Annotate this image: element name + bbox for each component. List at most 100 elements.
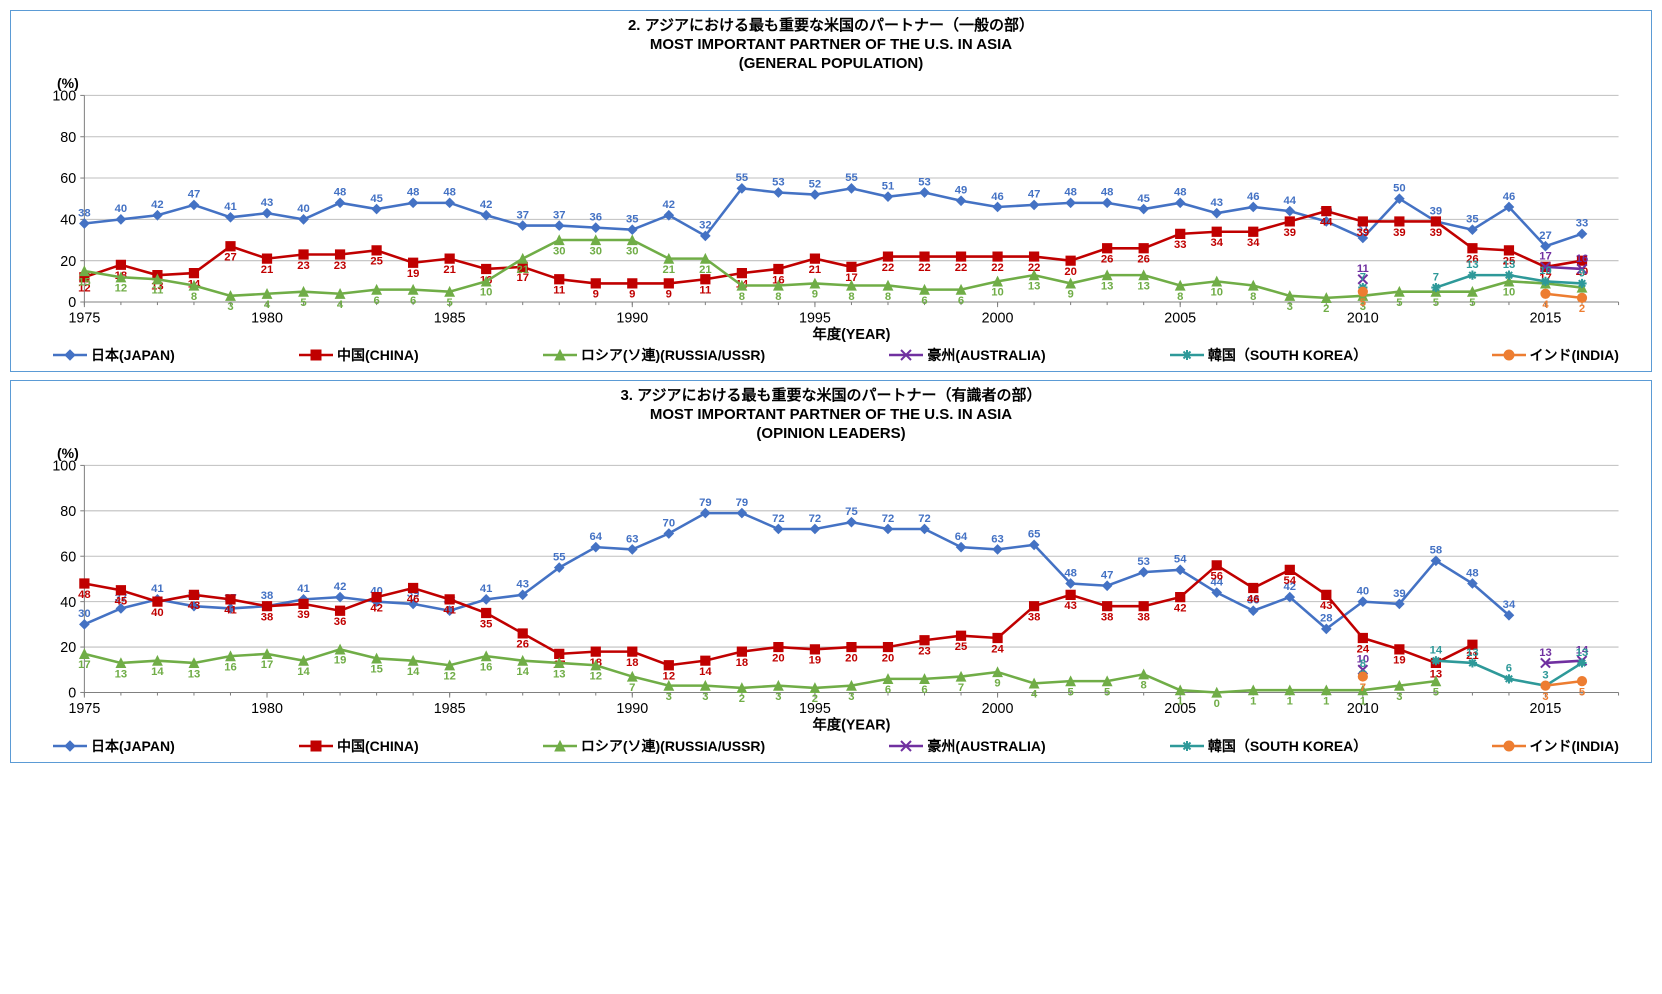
svg-text:37: 37 — [516, 210, 529, 222]
svg-text:1980: 1980 — [251, 701, 283, 717]
legend-label: 豪州(AUSTRALIA) — [927, 345, 1045, 365]
svg-text:39: 39 — [1284, 227, 1297, 239]
svg-text:13: 13 — [1101, 281, 1114, 293]
svg-text:19: 19 — [1393, 655, 1406, 667]
series-line — [1545, 294, 1582, 298]
svg-text:6: 6 — [410, 295, 416, 307]
svg-text:25: 25 — [370, 256, 383, 268]
svg-text:46: 46 — [407, 594, 420, 606]
svg-text:6: 6 — [958, 295, 964, 307]
svg-text:22: 22 — [918, 262, 931, 274]
y-axis-label: (%) — [57, 75, 79, 91]
svg-text:3: 3 — [666, 691, 672, 703]
svg-text:49: 49 — [955, 185, 968, 197]
svg-text:3: 3 — [702, 691, 708, 703]
svg-text:37: 37 — [553, 210, 566, 222]
svg-text:7: 7 — [1433, 272, 1439, 284]
chart-panel: 3. アジアにおける最も重要な米国のパートナー（有識者の部）MOST IMPOR… — [10, 380, 1652, 763]
series-line — [1545, 661, 1582, 663]
svg-text:47: 47 — [1101, 570, 1114, 582]
legend-item: インド(INDIA) — [1492, 345, 1619, 365]
svg-text:7: 7 — [629, 682, 635, 694]
svg-text:39: 39 — [1430, 227, 1443, 239]
legend-item: 豪州(AUSTRALIA) — [889, 736, 1045, 756]
svg-text:4: 4 — [264, 299, 271, 311]
svg-text:1985: 1985 — [434, 701, 466, 717]
svg-text:79: 79 — [736, 497, 749, 509]
svg-text:36: 36 — [590, 212, 603, 224]
svg-text:16: 16 — [224, 662, 237, 674]
svg-text:46: 46 — [1503, 191, 1516, 203]
legend-label: 日本(JAPAN) — [91, 736, 175, 756]
svg-text:40: 40 — [60, 595, 76, 611]
svg-text:23: 23 — [297, 260, 310, 272]
svg-text:38: 38 — [1028, 612, 1041, 624]
svg-text:14: 14 — [407, 666, 420, 678]
svg-text:15: 15 — [78, 277, 91, 289]
svg-text:8: 8 — [885, 291, 891, 303]
svg-text:9: 9 — [812, 289, 818, 301]
svg-text:72: 72 — [772, 513, 785, 525]
svg-text:24: 24 — [991, 644, 1004, 656]
chart-title: 3. アジアにおける最も重要な米国のパートナー（有識者の部）MOST IMPOR… — [23, 387, 1639, 443]
svg-text:0: 0 — [68, 686, 76, 702]
svg-text:60: 60 — [60, 550, 76, 566]
svg-text:2000: 2000 — [982, 701, 1014, 717]
svg-text:63: 63 — [626, 534, 639, 546]
svg-text:80: 80 — [60, 504, 76, 520]
svg-text:8: 8 — [1141, 680, 1147, 692]
legend-label: ロシア(ソ連)(RUSSIA/USSR) — [581, 345, 765, 365]
svg-text:48: 48 — [1466, 568, 1479, 580]
svg-text:38: 38 — [261, 612, 274, 624]
legend-item: ロシア(ソ連)(RUSSIA/USSR) — [543, 345, 765, 365]
svg-text:46: 46 — [1247, 191, 1260, 203]
svg-text:40: 40 — [1357, 586, 1370, 598]
legend-item: ロシア(ソ連)(RUSSIA/USSR) — [543, 736, 765, 756]
svg-text:36: 36 — [334, 616, 347, 628]
svg-text:9: 9 — [593, 289, 599, 301]
svg-text:4: 4 — [1031, 689, 1038, 701]
legend-item: インド(INDIA) — [1492, 736, 1619, 756]
svg-text:43: 43 — [1320, 601, 1333, 613]
svg-text:63: 63 — [991, 534, 1004, 546]
svg-text:53: 53 — [918, 177, 931, 189]
svg-text:5: 5 — [1433, 297, 1439, 309]
svg-text:6: 6 — [885, 685, 891, 697]
svg-text:48: 48 — [443, 187, 456, 199]
chart-title-line: 2. アジアにおける最も重要な米国のパートナー（一般の部） — [23, 17, 1639, 36]
chart-legend: 日本(JAPAN)中国(CHINA)ロシア(ソ連)(RUSSIA/USSR)豪州… — [23, 343, 1639, 369]
svg-text:72: 72 — [809, 513, 822, 525]
svg-text:2: 2 — [1579, 303, 1585, 315]
svg-text:10: 10 — [1210, 287, 1223, 299]
svg-text:8: 8 — [1177, 291, 1183, 303]
svg-text:50: 50 — [1393, 183, 1406, 195]
svg-text:38: 38 — [1101, 612, 1114, 624]
svg-text:65: 65 — [1028, 529, 1041, 541]
svg-text:23: 23 — [918, 646, 931, 658]
svg-text:42: 42 — [370, 603, 383, 615]
svg-text:8: 8 — [191, 291, 197, 303]
svg-text:3: 3 — [1396, 691, 1402, 703]
legend-item: 中国(CHINA) — [299, 736, 419, 756]
svg-text:34: 34 — [1503, 600, 1516, 612]
svg-text:18: 18 — [626, 657, 639, 669]
svg-text:41: 41 — [443, 605, 456, 617]
svg-text:18: 18 — [736, 657, 749, 669]
svg-text:51: 51 — [882, 181, 895, 193]
svg-text:58: 58 — [1430, 545, 1443, 557]
chart-title-line: 3. アジアにおける最も重要な米国のパートナー（有識者の部） — [23, 387, 1639, 406]
chart-legend: 日本(JAPAN) 中国(CHINA) ロシア(ソ連)(RUSSIA/USSR) 豪州… — [23, 734, 1639, 760]
legend-label: インド(INDIA) — [1530, 736, 1619, 756]
svg-text:1975: 1975 — [68, 311, 100, 327]
svg-text:25: 25 — [955, 641, 968, 653]
svg-text:72: 72 — [882, 513, 895, 525]
svg-text:40: 40 — [60, 213, 76, 229]
svg-text:2: 2 — [1323, 303, 1329, 315]
legend-item: 韓国（SOUTH KOREA） — [1170, 736, 1367, 756]
svg-text:14: 14 — [151, 666, 164, 678]
svg-text:6: 6 — [373, 295, 379, 307]
svg-text:30: 30 — [590, 246, 603, 258]
svg-text:8: 8 — [739, 291, 745, 303]
svg-text:4: 4 — [1542, 299, 1549, 311]
svg-text:10: 10 — [991, 287, 1004, 299]
